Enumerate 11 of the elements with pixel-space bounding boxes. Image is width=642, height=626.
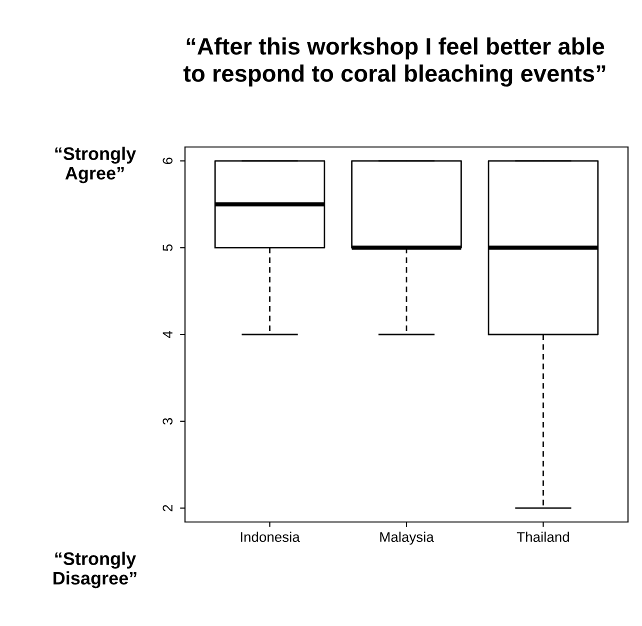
y-tick-label: 2 — [162, 504, 172, 512]
x-tick-label: Malaysia — [380, 532, 434, 545]
y-tick-label: 6 — [162, 158, 173, 164]
y-tick-label: 4 — [162, 331, 172, 338]
chart-title: “After this workshop I feel better able to respond to coral bleaching events” — [183, 37, 606, 87]
x-tick-label: Thailand — [516, 532, 569, 542]
x-tick-label: Indonesia — [240, 532, 300, 542]
text: “Strongly Agree” — [55, 146, 136, 184]
y-tick-label: 3 — [162, 418, 173, 425]
y-tick-label: 5 — [162, 244, 173, 251]
text: “Strongly Disagree” — [54, 552, 136, 588]
